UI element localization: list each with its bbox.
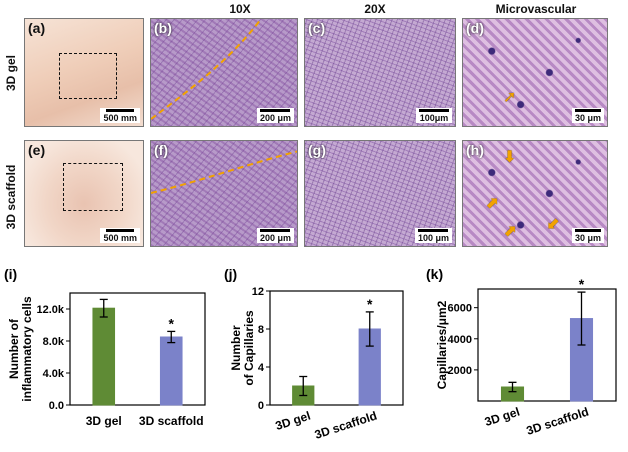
y-axis-label: Number (229, 325, 243, 371)
panel-label: (j) (224, 266, 237, 282)
panel-a-photo: (a) 500 mm (24, 18, 144, 127)
x-tick-label: 3D gel (274, 409, 313, 433)
x-tick-label: 3D gel (86, 414, 122, 428)
plot-frame (477, 288, 617, 402)
significance-marker: * (367, 296, 373, 312)
panel-label: (b) (154, 20, 172, 36)
column-header-20x: 20X (364, 2, 386, 16)
y-axis-label: Number of (7, 318, 21, 379)
capillary-arrow-icon: ➚ (503, 89, 517, 106)
row-label-3d-gel: 3D gel (4, 55, 18, 92)
y-axis-label: inflammatory cells (20, 296, 34, 402)
y-tick-label: 4.0k (43, 368, 65, 380)
x-tick-label: 3D scaffold (525, 405, 591, 438)
panel-label: (c) (308, 20, 326, 36)
y-tick-label: 4 (258, 362, 265, 374)
significance-marker: * (579, 276, 585, 292)
panel-label: (g) (308, 142, 326, 158)
panel-label: (a) (28, 20, 46, 36)
y-tick-label: 12 (252, 286, 264, 298)
y-tick-label: 0.0 (49, 400, 64, 412)
tissue-boundary-line (151, 19, 262, 120)
column-header-microvascular: Microvascular (495, 2, 577, 16)
panel-d-histology: (d) ➚ 30 μm (462, 18, 608, 127)
significance-marker: * (169, 315, 175, 331)
panel-h-histology: (h) ⬇ ⬈ ⬈ ⬋ 30 μm (462, 140, 608, 247)
capillary-arrow-icon: ⬈ (503, 223, 517, 240)
panel-c-histology: (c) 100μm (304, 18, 456, 127)
y-axis-label: of Capillaries (242, 310, 256, 386)
panel-b-histology: (b) 200 μm (150, 18, 298, 127)
y-tick-label: 0 (258, 400, 264, 412)
y-axis-label: Capillaries/μm2 (435, 300, 449, 389)
panel-g-histology: (g) 100 μm (304, 140, 456, 247)
column-header-10x: 10X (229, 2, 251, 16)
y-tick-label: 2000 (448, 365, 472, 377)
scale-bar: 100μm (416, 108, 452, 123)
panel-label: (f) (154, 142, 168, 158)
scale-bar: 200 μm (256, 108, 294, 123)
chart-i-inflammatory-cells: (i) 0.0 4.0k 8.0k 12.0k Number of inflammatory… (4, 266, 206, 428)
scale-bar: 30 μm (571, 108, 604, 123)
capillary-arrow-icon: ⬈ (485, 195, 499, 212)
scale-bar: 100 μm (414, 228, 452, 243)
scale-bar: 500 mm (100, 108, 140, 123)
y-tick-label: 8 (258, 324, 264, 336)
plot-frame (69, 292, 206, 406)
panel-e-photo: (e) 500 mm (24, 140, 144, 247)
plot-frame (269, 290, 404, 406)
panel-label: (i) (4, 266, 17, 282)
panel-label: (d) (466, 20, 484, 36)
y-tick-label: 4000 (448, 334, 472, 346)
scale-bar: 30 μm (571, 228, 604, 243)
y-tick-label: 8.0k (43, 336, 65, 348)
capillary-arrow-icon: ⬋ (547, 215, 561, 232)
x-tick-label: 3D scaffold (313, 409, 379, 442)
panel-label: (h) (466, 142, 484, 158)
y-tick-label: 12.0k (36, 304, 64, 316)
row-label-3d-scaffold: 3D scaffold (4, 164, 18, 230)
bar-3d-scaffold (159, 336, 183, 406)
region-of-interest-box (63, 163, 123, 211)
bar-3d-gel (92, 307, 116, 406)
x-tick-label: 3D scaffold (139, 414, 204, 428)
x-tick-label: 3D gel (483, 405, 522, 429)
capillary-arrow-icon: ⬇ (503, 149, 517, 166)
region-of-interest-box (59, 53, 117, 99)
panel-f-histology: (f) 200 μm (150, 140, 298, 247)
scale-bar: 500 mm (100, 228, 140, 243)
panel-label: (e) (28, 142, 46, 158)
panel-label: (k) (426, 266, 443, 282)
y-tick-label: 6000 (448, 303, 472, 315)
scale-bar: 200 μm (256, 228, 294, 243)
chart-j-capillary-count: (j) 0 4 8 12 Number of Capillaries 3D gel * 3D sc… (224, 266, 404, 442)
